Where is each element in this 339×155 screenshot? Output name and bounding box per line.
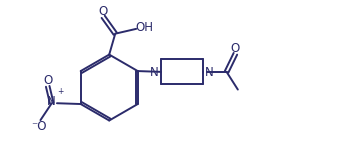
Text: O: O — [98, 5, 107, 18]
Text: +: + — [57, 87, 63, 96]
Text: N: N — [47, 95, 56, 108]
Text: O: O — [43, 74, 52, 87]
Text: OH: OH — [136, 21, 154, 34]
Text: O: O — [231, 42, 240, 55]
Text: N: N — [150, 66, 159, 79]
Text: N: N — [205, 66, 214, 79]
Text: ⁻O: ⁻O — [32, 120, 47, 133]
